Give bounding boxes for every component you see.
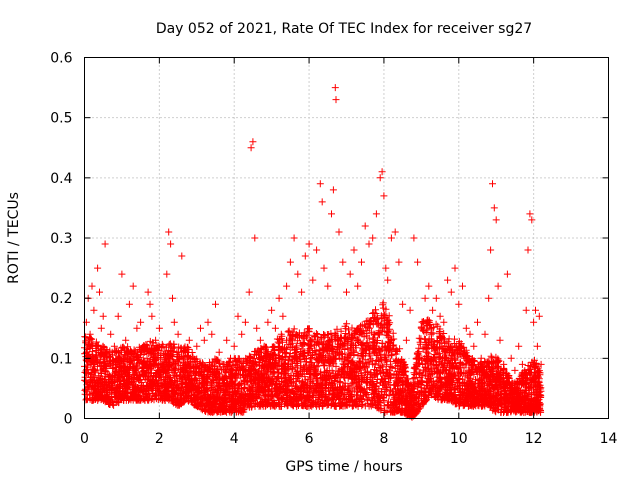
data-point — [165, 388, 173, 396]
data-point — [148, 344, 156, 352]
data-point — [159, 369, 167, 377]
data-point — [109, 373, 117, 381]
data-point — [108, 386, 116, 393]
data-point — [146, 375, 154, 383]
data-point — [95, 372, 103, 380]
data-point — [166, 362, 173, 369]
data-point — [109, 365, 117, 372]
data-point — [92, 357, 100, 365]
data-point — [167, 392, 175, 400]
data-point — [414, 349, 422, 357]
data-point — [81, 373, 89, 381]
data-point — [158, 396, 166, 404]
data-point — [91, 382, 99, 389]
data-point — [137, 379, 145, 386]
data-point — [92, 394, 100, 402]
data-point — [114, 371, 122, 379]
data-point — [129, 396, 137, 404]
chart-title: Day 052 of 2021, Rate Of TEC Index for r… — [156, 21, 532, 37]
data-point — [165, 347, 173, 355]
data-point — [113, 377, 121, 385]
data-point — [157, 380, 165, 388]
data-point — [146, 357, 154, 365]
data-point — [120, 344, 128, 352]
data-point — [139, 395, 147, 403]
data-point — [157, 390, 165, 397]
data-point — [101, 372, 109, 380]
data-point — [120, 356, 128, 364]
data-point — [92, 351, 100, 359]
data-point — [130, 389, 137, 397]
grid-layer — [84, 57, 609, 419]
data-point — [166, 340, 174, 348]
data-point — [109, 400, 117, 408]
data-point — [139, 388, 147, 396]
data-point — [102, 393, 110, 401]
data-point — [148, 382, 156, 390]
data-point — [135, 354, 143, 362]
data-point — [167, 374, 175, 382]
data-point — [139, 372, 147, 379]
data-point — [85, 341, 93, 349]
data-point — [119, 358, 127, 365]
data-point — [90, 367, 98, 375]
data-point — [133, 390, 141, 398]
data-point — [170, 369, 178, 377]
data-point — [158, 361, 166, 368]
data-point — [147, 365, 155, 373]
data-point — [363, 395, 371, 403]
data-point — [147, 396, 155, 404]
data-point — [170, 383, 177, 391]
data-point — [96, 393, 104, 400]
data-point — [105, 371, 113, 379]
data-point — [150, 355, 158, 363]
data-point — [82, 333, 90, 341]
data-point — [132, 371, 140, 379]
data-point — [94, 388, 102, 396]
data-point — [115, 349, 122, 357]
data-point — [111, 359, 119, 367]
data-point — [119, 343, 126, 351]
data-point — [151, 345, 159, 353]
data-point — [112, 398, 120, 406]
data-point — [112, 389, 120, 397]
data-point — [101, 352, 108, 360]
data-point — [175, 358, 183, 366]
data-point — [436, 374, 444, 382]
data-point — [85, 383, 93, 391]
data-point — [149, 350, 157, 358]
data-point — [127, 348, 135, 356]
data-points — [81, 84, 545, 421]
data-point — [143, 360, 150, 368]
data-point — [130, 363, 138, 371]
data-point — [84, 361, 92, 369]
data-point — [120, 375, 127, 383]
data-point — [131, 383, 139, 391]
data-point — [118, 394, 126, 402]
data-point — [164, 367, 172, 375]
data-point — [102, 388, 110, 396]
data-point — [113, 395, 121, 403]
data-point — [158, 382, 166, 390]
data-point — [123, 380, 131, 388]
data-point — [82, 378, 90, 386]
data-point — [84, 369, 92, 376]
data-point — [152, 386, 160, 394]
data-point — [415, 334, 423, 342]
data-point — [102, 379, 110, 387]
data-point — [157, 352, 165, 359]
data-point — [93, 356, 101, 364]
data-point — [165, 371, 173, 379]
data-point — [151, 357, 159, 364]
data-point — [156, 360, 164, 368]
data-point — [150, 372, 158, 379]
data-point — [130, 352, 138, 360]
data-point — [128, 375, 136, 383]
data-point — [138, 368, 146, 376]
